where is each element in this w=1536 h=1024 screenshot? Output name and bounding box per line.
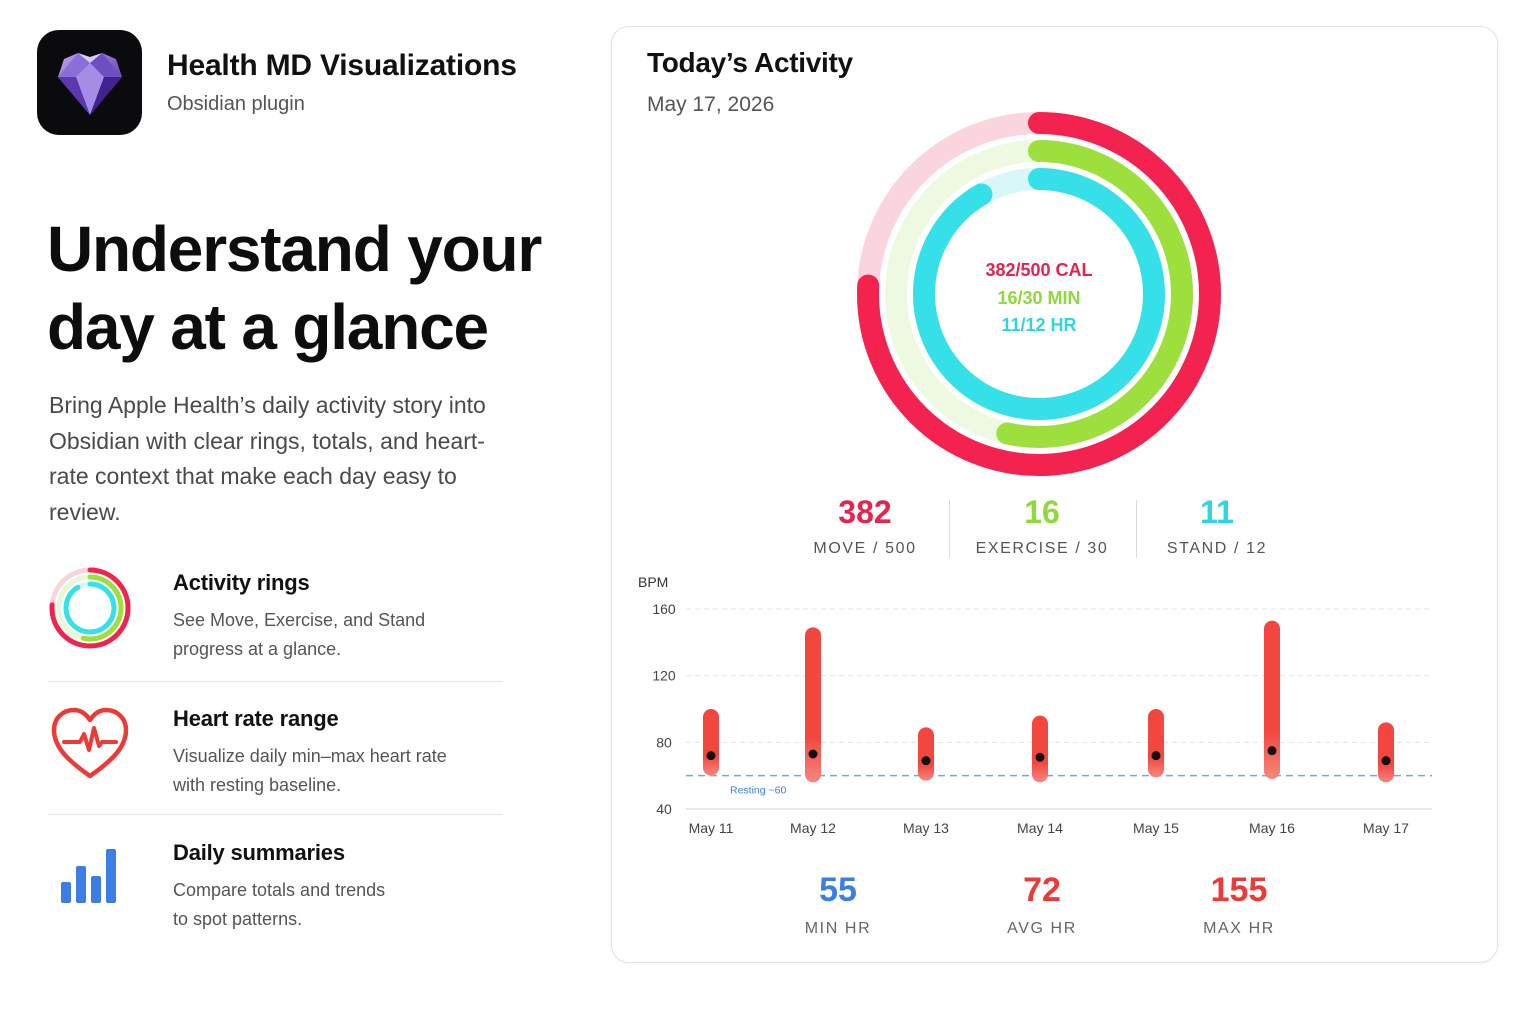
x-tick-label: May 11 [689, 820, 734, 836]
max-hr-stat: 155 MAX HR [1169, 870, 1309, 938]
stat-separator [1136, 500, 1137, 558]
activity-totals: 382 MOVE / 500 16 EXERCISE / 30 11 STAND… [782, 492, 1302, 562]
feature-title: Daily summaries [173, 840, 345, 865]
resting-label: Resting ~60 [730, 785, 786, 797]
hr-range-bar [1264, 620, 1280, 779]
ring-center-labels: 382/500 CAL 16/30 MIN 11/12 HR [939, 257, 1139, 340]
y-tick-label: 160 [652, 601, 676, 617]
activity-card: Today’s Activity May 17, 2026 382/500 CA… [611, 26, 1498, 963]
stand-stat-label: STAND / 12 [1166, 540, 1268, 557]
feature-desc-line: progress at a glance. [173, 639, 342, 659]
hr-range-bar [703, 709, 719, 776]
x-tick-label: May 13 [903, 820, 949, 836]
exercise-ring [885, 140, 1193, 448]
move-ring [857, 112, 1221, 476]
feature-description: Visualize daily min–max heart rate with … [173, 742, 493, 800]
x-tick-label: May 16 [1249, 820, 1295, 836]
y-tick-label: 120 [652, 668, 676, 684]
feature-desc-line: Compare totals and trends [173, 880, 386, 900]
feature-description: See Move, Exercise, and Stand progress a… [173, 606, 493, 664]
y-axis-label: BPM [638, 574, 668, 590]
move-stat-value: 382 [838, 494, 892, 530]
activity-rings [857, 112, 1221, 476]
feature-desc-line: See Move, Exercise, and Stand [173, 610, 426, 630]
hr-range-bar [1032, 715, 1048, 783]
activity-rings-icon [48, 566, 132, 650]
y-tick-label: 80 [656, 734, 672, 750]
y-tick-label: 40 [656, 801, 672, 817]
exercise-stat-label: EXERCISE / 30 [975, 540, 1109, 557]
app-subtitle: Obsidian plugin [167, 93, 305, 115]
stand-stat: 11 STAND / 12 [1147, 492, 1287, 558]
bar-chart-icon [48, 836, 132, 920]
headline-line-2: day at a glance [47, 291, 489, 363]
headline-line-1: Understand your [47, 213, 542, 285]
hr-avg-dot [1151, 751, 1161, 761]
stand-ring [913, 168, 1165, 420]
hr-avg-dot [1267, 746, 1277, 756]
hr-range-bar [1148, 709, 1164, 778]
hr-range-bar [1378, 722, 1394, 783]
hr-avg-dot [921, 756, 931, 766]
min-hr-value: 55 [819, 871, 857, 909]
heart-rate-summary: 55 MIN HR 72 AVG HR 155 MAX HR [762, 870, 1302, 940]
heart-rate-chart: BPM 40 80 120 160 Resting ~60 May 11 May 12 May … [638, 574, 1432, 836]
exercise-stat-value: 16 [1024, 494, 1060, 530]
hr-range-bar [805, 627, 821, 783]
hr-avg-dot [1381, 756, 1391, 766]
feature-title: Heart rate range [173, 706, 339, 731]
heart-rate-icon [48, 702, 132, 786]
avg-hr-label: AVG HR [1007, 920, 1077, 937]
x-tick-label: May 17 [1363, 820, 1409, 836]
stand-stat-value: 11 [1200, 494, 1234, 530]
x-tick-label: May 15 [1133, 820, 1179, 836]
max-hr-label: MAX HR [1203, 920, 1275, 937]
exercise-stat: 16 EXERCISE / 30 [962, 492, 1122, 558]
max-hr-value: 155 [1210, 871, 1268, 909]
avg-hr-value: 72 [1023, 871, 1061, 909]
hr-avg-dot [706, 751, 716, 761]
hr-range-bar [918, 727, 934, 781]
min-hr-label: MIN HR [804, 920, 872, 937]
feature-desc-line: to spot patterns. [173, 909, 303, 929]
page-headline: Understand your day at a glance [47, 210, 587, 366]
card-date: May 17, 2026 [647, 93, 775, 116]
heart-gem-icon [37, 30, 142, 135]
intro-paragraph: Bring Apple Health’s daily activity stor… [49, 392, 486, 525]
hr-avg-dot [1035, 752, 1045, 762]
hr-avg-dot [808, 749, 818, 759]
min-hr-stat: 55 MIN HR [768, 870, 908, 938]
stat-separator [949, 500, 950, 558]
feature-description: Compare totals and trends to spot patter… [173, 876, 493, 934]
move-stat: 382 MOVE / 500 [790, 492, 940, 558]
avg-hr-stat: 72 AVG HR [972, 870, 1112, 938]
divider [48, 681, 503, 682]
move-ring-label: 382/500 CAL [985, 260, 1093, 280]
x-tick-label: May 12 [790, 820, 836, 836]
divider [48, 814, 503, 815]
feature-title: Activity rings [173, 570, 310, 595]
card-title: Today’s Activity [647, 47, 853, 78]
feature-desc-line: with resting baseline. [173, 775, 342, 795]
feature-desc-line: Visualize daily min–max heart rate [173, 746, 447, 766]
app-header: Health MD Visualizations Obsidian plugin [37, 30, 517, 135]
move-stat-label: MOVE / 500 [813, 540, 917, 557]
app-name: Health MD Visualizations [167, 49, 517, 82]
stand-ring-label: 11/12 HR [1001, 315, 1077, 335]
exercise-ring-label: 16/30 MIN [997, 287, 1081, 308]
x-tick-label: May 14 [1017, 820, 1063, 836]
